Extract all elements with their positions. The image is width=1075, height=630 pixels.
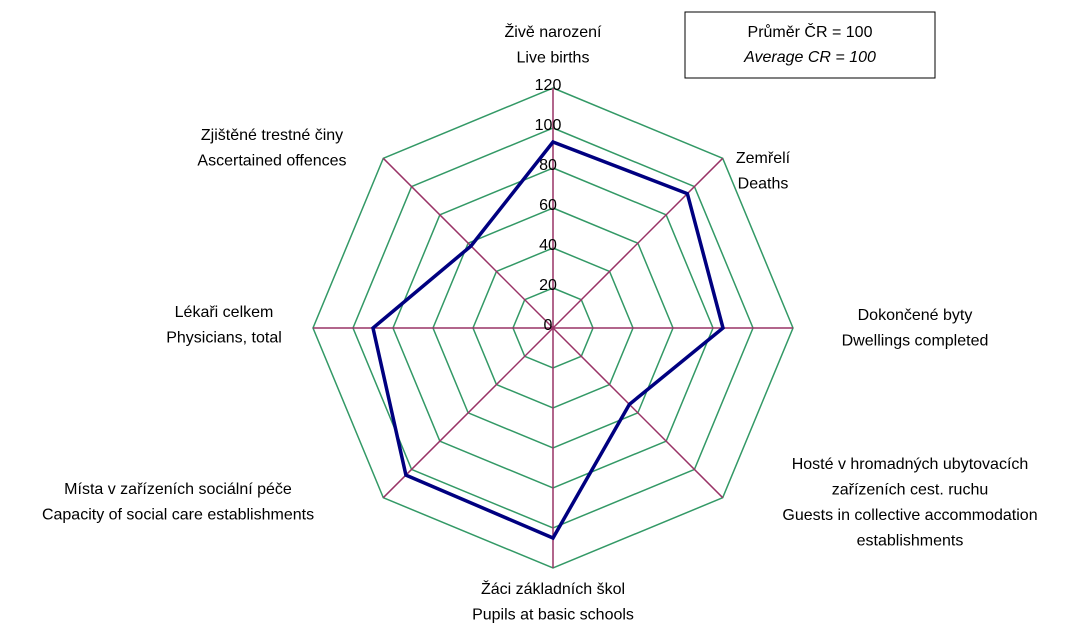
- category-label: Physicians, total: [166, 330, 282, 347]
- spoke: [382, 327, 554, 499]
- category-label: Pupils at basic schools: [472, 607, 634, 624]
- r-tick-label: 120: [535, 77, 562, 94]
- category-label: Capacity of social care establishments: [42, 507, 314, 524]
- series-line: [371, 139, 725, 541]
- category-label: Živě narození: [505, 22, 602, 41]
- legend-line: Průměr ČR = 100: [748, 22, 873, 41]
- category-label: Deaths: [738, 176, 789, 193]
- r-tick-label: 80: [539, 157, 557, 174]
- spoke: [552, 327, 724, 499]
- r-tick-label: 20: [539, 277, 557, 294]
- spoke: [382, 157, 554, 329]
- r-tick-label: 100: [535, 117, 562, 134]
- category-label: establishments: [857, 533, 964, 550]
- category-label: Dwellings completed: [842, 333, 989, 350]
- category-label: Hosté v hromadných ubytovacích: [792, 456, 1029, 473]
- plot: 0 20 40 60 80 100 120 Živě narození Live births Z…: [42, 22, 1038, 624]
- legend-line: Average CR = 100: [743, 49, 876, 66]
- category-label: Live births: [517, 50, 590, 67]
- r-tick-label: 40: [539, 237, 557, 254]
- category-label: Ascertained offences: [197, 153, 346, 170]
- r-tick-label: 60: [539, 197, 557, 214]
- category-label: Dokončené byty: [858, 307, 973, 324]
- category-label: Žáci základních škol: [481, 579, 625, 598]
- category-label: Lékaři celkem: [175, 304, 274, 321]
- category-label: Guests in collective accommodation: [782, 507, 1037, 524]
- spoke: [552, 157, 724, 329]
- category-label: Zemřelí: [736, 150, 791, 167]
- legend-box: [684, 11, 936, 79]
- r-tick-label: 0: [544, 317, 553, 334]
- category-label: Zjištěné trestné činy: [201, 127, 343, 144]
- category-label: zařízeních cest. ruchu: [832, 482, 989, 499]
- category-label: Místa v zařízeních sociální péče: [64, 481, 292, 498]
